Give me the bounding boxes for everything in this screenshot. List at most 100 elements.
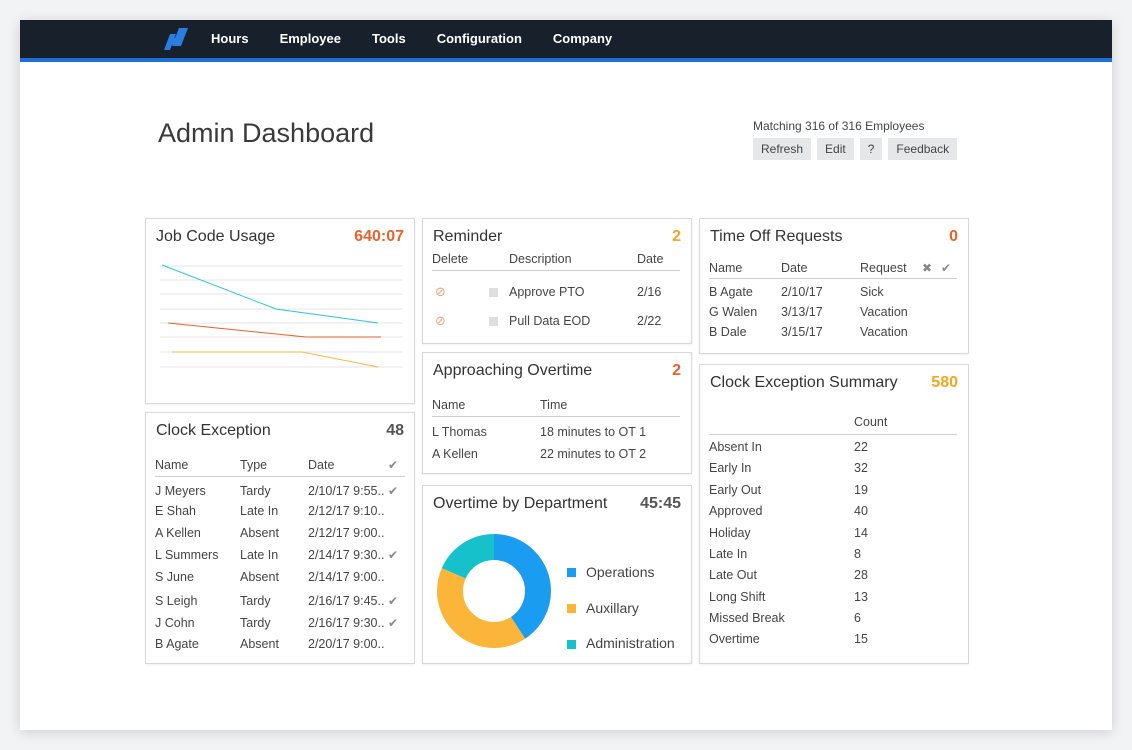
legend-label-auxillary: Auxillary — [586, 600, 639, 616]
row-request: Sick — [860, 285, 884, 299]
reminder-checkbox[interactable] — [489, 288, 498, 297]
approaching-overtime-card[interactable]: Approaching Overtime 2 Name Time L Thoma… — [422, 352, 692, 474]
summary-value: 15 — [854, 632, 868, 646]
header-actions: Refresh Edit ? Feedback — [753, 138, 963, 160]
legend-label-administration: Administration — [586, 635, 675, 651]
row-date: 2/20/17 9:00.. — [308, 637, 385, 651]
row-name: G Walen — [709, 305, 758, 319]
row-name: E Shah — [155, 504, 197, 518]
card-title: Time Off Requests — [710, 228, 843, 245]
row-date: 2/10/17 — [781, 285, 823, 299]
overtime-by-department-card[interactable]: Overtime by Department 45:45 Operations … — [422, 485, 692, 664]
approved-check-icon[interactable]: ✔ — [388, 594, 399, 608]
help-button[interactable]: ? — [859, 138, 883, 160]
row-date: 3/13/17 — [781, 305, 823, 319]
row-date: 2/12/17 9:00.. — [308, 526, 385, 540]
summary-label: Overtime — [709, 632, 760, 646]
row-name: B Dale — [709, 325, 747, 339]
approved-check-icon[interactable]: ✔ — [388, 616, 399, 630]
summary-label: Early In — [709, 461, 752, 475]
row-date: 2/16/17 9:45.. — [308, 594, 385, 608]
job-code-usage-card[interactable]: Job Code Usage 640:07 — [145, 218, 415, 404]
series-line-teal — [161, 264, 379, 324]
reminder-checkbox[interactable] — [489, 317, 498, 326]
approved-check-icon[interactable]: ✔ — [388, 548, 399, 562]
divider — [432, 416, 680, 417]
row-description: Approve PTO — [509, 285, 585, 299]
row-date: 2/22 — [637, 314, 662, 328]
slice-administration — [437, 534, 551, 648]
column-header-description: Description — [509, 252, 572, 266]
overtime-count: 2 — [672, 362, 681, 379]
nav-company[interactable]: Company — [552, 31, 613, 46]
nav-configuration[interactable]: Configuration — [436, 31, 522, 46]
summary-value: 13 — [854, 590, 868, 604]
delete-icon[interactable]: ⊘ — [435, 313, 446, 328]
legend-swatch-auxillary — [567, 604, 576, 613]
row-type: Late In — [240, 504, 279, 518]
nav-employee[interactable]: Employee — [279, 31, 341, 46]
deny-all-icon[interactable]: ✖ — [922, 261, 933, 275]
summary-label: Approved — [709, 504, 763, 518]
approve-all-check-icon[interactable]: ✔ — [388, 458, 399, 472]
summary-value: 22 — [854, 440, 868, 454]
row-type: Late In — [240, 548, 279, 562]
summary-value: 8 — [854, 547, 861, 561]
row-name: A Kellen — [155, 526, 201, 540]
column-header-date[interactable]: Date — [308, 458, 335, 472]
column-header-name[interactable]: Name — [155, 458, 189, 472]
time-off-requests-card[interactable]: Time Off Requests 0 Name Date Request ✖ … — [699, 218, 969, 354]
card-title: Approaching Overtime — [433, 362, 593, 379]
column-header-count: Count — [854, 415, 888, 429]
row-date: 2/16 — [637, 285, 662, 299]
row-request: Vacation — [860, 325, 908, 339]
card-title: Overtime by Department — [433, 495, 608, 512]
summary-label: Late Out — [709, 568, 757, 582]
row-description: Pull Data EOD — [509, 314, 591, 328]
column-header-type[interactable]: Type — [240, 458, 268, 472]
legend-label-operations: Operations — [586, 564, 655, 580]
approved-check-icon[interactable]: ✔ — [388, 484, 399, 498]
approve-all-check-icon[interactable]: ✔ — [941, 261, 952, 275]
column-header-delete: Delete — [432, 252, 469, 266]
column-header-date: Date — [637, 252, 664, 266]
divider — [709, 434, 957, 435]
reminder-count: 2 — [672, 228, 681, 245]
job-code-total: 640:07 — [354, 228, 404, 245]
summary-label: Absent In — [709, 440, 762, 454]
summary-value: 28 — [854, 568, 868, 582]
row-time: 22 minutes to OT 2 — [540, 447, 647, 461]
summary-label: Long Shift — [709, 590, 766, 604]
row-date: 2/10/17 9:55.. — [308, 484, 385, 498]
row-date: 2/16/17 9:30.. — [308, 616, 385, 630]
row-name: B Agate — [155, 637, 199, 651]
summary-value: 19 — [854, 483, 868, 497]
edit-button[interactable]: Edit — [817, 138, 854, 160]
card-title: Clock Exception — [156, 422, 271, 439]
slice-auxillary — [437, 534, 551, 648]
clock-exception-card[interactable]: Clock Exception 48 Name Type Date ✔ J Me… — [145, 412, 415, 664]
row-type: Absent — [240, 637, 279, 651]
reminder-card[interactable]: Reminder 2 Delete Description Date ⊘ Appr… — [422, 218, 692, 344]
series-line-amber — [172, 351, 379, 368]
nav-tools[interactable]: Tools — [371, 31, 406, 46]
summary-value: 40 — [854, 504, 868, 518]
nav-hours[interactable]: Hours — [211, 31, 249, 46]
legend-swatch-administration — [567, 640, 576, 649]
refresh-button[interactable]: Refresh — [753, 138, 812, 160]
legend-swatch-operations — [567, 568, 576, 577]
row-type: Absent — [240, 526, 279, 540]
clock-exception-summary-card[interactable]: Clock Exception Summary 580 Count Absent… — [699, 364, 969, 664]
brand-logo-icon[interactable] — [162, 26, 192, 52]
row-type: Tardy — [240, 484, 271, 498]
row-date: 2/14/17 9:00.. — [308, 570, 385, 584]
page-title: Admin Dashboard — [158, 118, 375, 148]
employee-match-count: Matching 316 of 316 Employees — [753, 119, 925, 133]
row-type: Tardy — [240, 594, 271, 608]
summary-label: Holiday — [709, 526, 751, 540]
main-nav: Hours Employee Tools Configuration Compa… — [211, 20, 643, 58]
divider — [432, 270, 680, 271]
feedback-button[interactable]: Feedback — [888, 138, 958, 160]
delete-icon[interactable]: ⊘ — [435, 284, 446, 299]
summary-value: 14 — [854, 526, 868, 540]
